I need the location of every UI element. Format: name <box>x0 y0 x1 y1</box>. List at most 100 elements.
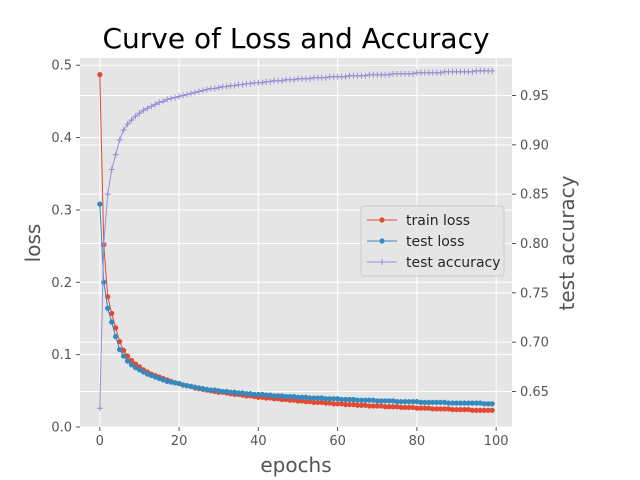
test-accuracy-point <box>259 79 266 86</box>
test-accuracy-point <box>195 88 202 95</box>
test-accuracy-point <box>187 90 194 97</box>
test-loss-point <box>101 279 107 285</box>
legend-label: test loss <box>406 234 464 250</box>
x-tick-label: 0 <box>96 434 104 449</box>
test-accuracy-point <box>184 91 191 98</box>
test-accuracy-point <box>108 166 115 173</box>
legend-item-test-loss: test loss <box>367 234 464 250</box>
test-accuracy-series <box>96 67 496 412</box>
test-loss-point <box>136 367 143 373</box>
test-accuracy-point <box>116 136 123 143</box>
left-tick-label: 0.0 <box>51 421 72 436</box>
test-accuracy-point <box>100 240 107 247</box>
test-accuracy-point <box>140 107 147 114</box>
legend-box <box>360 205 505 277</box>
test-loss-point <box>105 305 111 311</box>
left-axis-ticks: 0.0 0.1 0.2 0.3 0.4 0.5 <box>51 59 80 436</box>
legend-label: train loss <box>406 213 470 229</box>
test-accuracy-point <box>132 113 139 120</box>
test-accuracy-point <box>120 127 127 134</box>
test-accuracy-point <box>239 81 246 88</box>
test-accuracy-point <box>215 84 222 91</box>
chart-title: Curve of Loss and Accuracy <box>102 22 489 55</box>
test-accuracy-point <box>469 68 476 75</box>
left-tick-label: 0.1 <box>51 348 72 363</box>
test-loss-point <box>97 201 103 207</box>
test-accuracy-point <box>172 94 179 101</box>
test-accuracy-point <box>231 82 238 89</box>
test-accuracy-point <box>112 151 119 158</box>
right-tick-label: 0.80 <box>520 237 549 252</box>
test-accuracy-point <box>247 80 254 87</box>
test-accuracy-point <box>164 96 171 103</box>
test-accuracy-point <box>342 73 349 80</box>
test-accuracy-point <box>160 98 167 105</box>
train-loss-point <box>489 407 495 414</box>
test-accuracy-point <box>409 70 416 77</box>
test-loss-point <box>140 369 147 375</box>
left-tick-label: 0.3 <box>51 203 72 218</box>
left-axis-title: loss <box>21 224 45 263</box>
legend-train-loss-point <box>379 217 385 223</box>
test-accuracy-point <box>199 87 206 94</box>
test-accuracy-point <box>104 191 111 198</box>
legend-item-test-accuracy: test accuracy <box>367 255 501 271</box>
x-tick-label: 20 <box>171 434 188 449</box>
left-tick-label: 0.2 <box>51 276 72 291</box>
legend: train loss test loss test accuracy <box>360 205 505 277</box>
test-loss-point <box>124 358 131 364</box>
test-accuracy-point <box>180 92 187 99</box>
legend-items: train loss test loss test accuracy <box>367 213 501 271</box>
test-accuracy-point <box>267 78 274 85</box>
right-tick-label: 0.75 <box>520 286 549 301</box>
test-accuracy-point <box>489 67 496 74</box>
test-accuracy-point <box>128 117 135 124</box>
test-accuracy-point <box>144 105 151 112</box>
test-accuracy-point <box>211 85 218 92</box>
left-tick-label: 0.5 <box>51 59 72 74</box>
test-accuracy-point <box>176 93 183 100</box>
x-axis-title: epochs <box>260 453 331 477</box>
test-loss-point <box>489 401 495 407</box>
right-tick-label: 0.90 <box>520 138 549 153</box>
test-accuracy-point <box>191 89 198 96</box>
right-tick-label: 0.70 <box>520 336 549 351</box>
x-tick-label: 80 <box>409 434 426 449</box>
right-tick-label: 0.95 <box>520 89 549 104</box>
test-accuracy-point <box>156 99 163 106</box>
right-axis-ticks: 0.65 0.70 0.75 0.80 0.85 0.90 0.95 <box>512 89 549 400</box>
x-tick-label: 40 <box>250 434 267 449</box>
test-loss-point <box>120 353 127 359</box>
test-accuracy-point <box>223 83 230 90</box>
legend-test-accuracy-point <box>379 259 385 265</box>
test-accuracy-point <box>203 86 210 93</box>
test-accuracy-point <box>136 110 143 117</box>
test-accuracy-point <box>362 72 369 79</box>
test-loss-series <box>97 201 495 407</box>
test-accuracy-point <box>322 74 329 81</box>
legend-label: test accuracy <box>406 255 501 271</box>
test-accuracy-point <box>437 69 444 76</box>
test-accuracy-point <box>168 95 175 102</box>
test-accuracy-point <box>386 71 393 78</box>
right-tick-label: 0.85 <box>520 188 549 203</box>
legend-test-loss-point <box>379 238 385 244</box>
x-tick-label: 60 <box>329 434 346 449</box>
test-accuracy-point <box>152 101 159 108</box>
test-accuracy-point <box>306 75 313 82</box>
test-loss-point <box>128 362 135 368</box>
right-tick-label: 0.65 <box>520 385 549 400</box>
test-loss-point <box>113 333 119 340</box>
test-accuracy-point <box>148 103 155 110</box>
test-loss-point <box>116 346 123 353</box>
test-accuracy-point <box>279 77 286 84</box>
test-accuracy-point <box>96 405 103 412</box>
right-axis-title: test accuracy <box>555 175 579 310</box>
series-layer <box>96 67 496 414</box>
left-tick-label: 0.4 <box>51 131 72 146</box>
test-accuracy-point <box>124 121 131 128</box>
train-loss-point <box>97 71 103 78</box>
x-axis-ticks: 0 20 40 60 80 100 <box>96 427 509 449</box>
